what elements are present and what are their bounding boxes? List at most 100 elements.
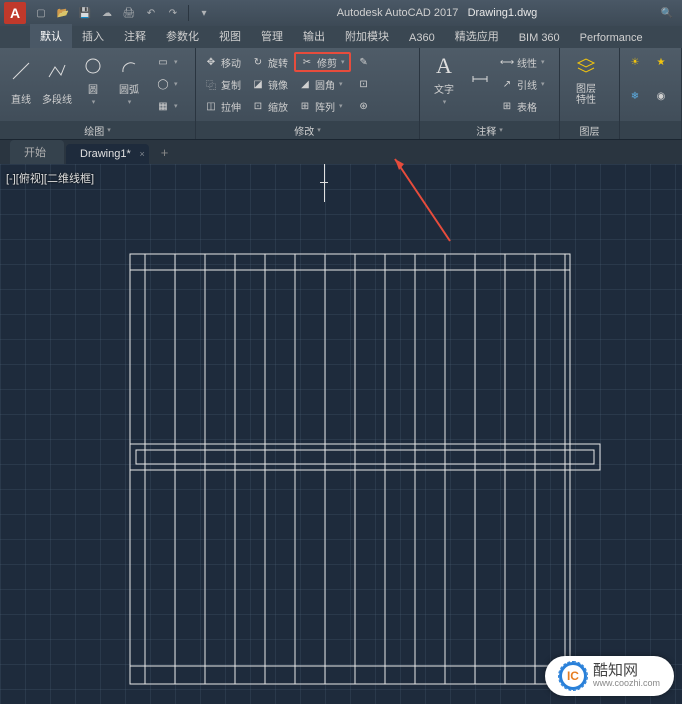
search-icon[interactable]: 🔍	[659, 5, 675, 21]
draw-misc-2[interactable]: ◯▾	[152, 74, 182, 94]
box-icon: ⊡	[357, 77, 371, 91]
qat-save-icon[interactable]: 💾	[77, 5, 93, 21]
tab-a360[interactable]: A360	[399, 28, 445, 48]
watermark-main: 酷知网	[593, 663, 660, 680]
copy-button[interactable]: ⿻复制	[200, 74, 245, 94]
panel-draw: 直线 多段线 圆▾ 圆弧▾ ▭▾ ◯▾ ▦▾ 绘图 ▾	[0, 48, 196, 139]
doc-name: Drawing1.dwg	[468, 7, 538, 19]
text-button[interactable]: A 文字▾	[424, 52, 464, 108]
fillet-icon: ◢	[298, 77, 312, 91]
extra-icon-1[interactable]: ☀	[624, 52, 646, 72]
rotate-icon: ↻	[251, 55, 265, 69]
panel-layer-title[interactable]: 图层	[560, 121, 619, 139]
scale-icon: ⊡	[251, 99, 265, 113]
fillet-button[interactable]: ◢圆角▾	[294, 74, 351, 94]
qat-redo-icon[interactable]: ↷	[165, 5, 181, 21]
tab-addins[interactable]: 附加模块	[335, 24, 399, 48]
stretch-icon: ◫	[204, 99, 218, 113]
qat-open-icon[interactable]: 📂	[55, 5, 71, 21]
title-text: Autodesk AutoCAD 2017 Drawing1.dwg	[215, 7, 659, 19]
text-icon: A	[436, 52, 452, 79]
text-label: 文字	[434, 81, 454, 96]
app-name: Autodesk AutoCAD 2017	[337, 7, 459, 19]
tab-manage[interactable]: 管理	[251, 24, 293, 48]
layer-icon	[575, 52, 597, 82]
tab-parametric[interactable]: 参数化	[156, 24, 209, 48]
modify-misc-1[interactable]: ✎	[353, 52, 375, 72]
panel-draw-title[interactable]: 绘图 ▾	[0, 121, 195, 139]
move-icon: ✥	[204, 55, 218, 69]
circle-button[interactable]: 圆▾	[76, 52, 110, 108]
qat-dropdown-icon[interactable]: ▾	[196, 5, 212, 21]
app-logo[interactable]: A	[4, 2, 26, 24]
trim-icon: ✂	[300, 55, 314, 69]
extra-icon-3[interactable]: ❄	[624, 87, 646, 107]
doc-tab-start[interactable]: 开始	[10, 140, 64, 164]
draw-misc-3[interactable]: ▦▾	[152, 96, 182, 116]
panel-annotate-title[interactable]: 注释 ▾	[420, 121, 559, 139]
arc-label: 圆弧	[119, 81, 139, 96]
panel-modify: ✥移动 ⿻复制 ◫拉伸 ↻旋转 ◪镜像 ⊡缩放 ✂修剪▾ ◢圆角▾ ⊞阵列▾ ✎…	[196, 48, 420, 139]
edit-icon: ✎	[357, 55, 371, 69]
watermark: IC 酷知网 www.coozhi.com	[545, 656, 674, 696]
move-button[interactable]: ✥移动	[200, 52, 245, 72]
polyline-icon	[47, 52, 67, 89]
ribbon-body: 直线 多段线 圆▾ 圆弧▾ ▭▾ ◯▾ ▦▾ 绘图 ▾	[0, 48, 682, 140]
copy-icon: ⿻	[204, 77, 218, 91]
ellipse-icon: ◯	[156, 77, 170, 91]
draw-misc-1[interactable]: ▭▾	[152, 52, 182, 72]
polyline-button[interactable]: 多段线	[40, 52, 74, 108]
layer-props-button[interactable]: 图层特性	[564, 52, 608, 108]
layer-label: 图层特性	[576, 84, 596, 106]
tab-output[interactable]: 输出	[293, 24, 335, 48]
tab-featured[interactable]: 精选应用	[445, 24, 509, 48]
polyline-label: 多段线	[42, 91, 72, 106]
document-tabs: 开始 Drawing1* × +	[0, 140, 682, 164]
trim-button[interactable]: ✂修剪▾	[294, 52, 351, 72]
tab-annotate[interactable]: 注释	[114, 24, 156, 48]
watermark-logo: IC	[559, 662, 587, 690]
table-button[interactable]: ⊞表格	[496, 96, 549, 116]
model-viewport[interactable]: [-][俯视][二维线框] IC 酷知网 www.coozhi.com	[0, 164, 682, 704]
dim-button[interactable]	[466, 52, 494, 108]
tab-insert[interactable]: 插入	[72, 24, 114, 48]
arc-icon	[119, 52, 139, 79]
doc-tab-add[interactable]: +	[151, 141, 179, 164]
close-icon[interactable]: ×	[139, 149, 144, 159]
panel-extra: ☀ ★ ❄ ◉	[620, 48, 682, 139]
arc-button[interactable]: 圆弧▾	[112, 52, 146, 108]
linear-icon: ⟷	[500, 55, 514, 69]
panel-layer: 图层特性 图层	[560, 48, 620, 139]
qat-print-icon[interactable]: 🖨	[121, 5, 137, 21]
tab-bim360[interactable]: BIM 360	[509, 28, 570, 48]
panel-modify-title[interactable]: 修改 ▾	[196, 121, 419, 139]
array-icon: ⊞	[298, 99, 312, 113]
linear-button[interactable]: ⟷线性▾	[496, 52, 549, 72]
mirror-button[interactable]: ◪镜像	[247, 74, 292, 94]
tab-default[interactable]: 默认	[30, 24, 72, 48]
panel-extra-title	[620, 121, 681, 139]
array-button[interactable]: ⊞阵列▾	[294, 96, 351, 116]
qat-cloud-icon[interactable]: ☁	[99, 5, 115, 21]
doc-tab-drawing1[interactable]: Drawing1* ×	[66, 144, 149, 164]
tab-view[interactable]: 视图	[209, 24, 251, 48]
qat-undo-icon[interactable]: ↶	[143, 5, 159, 21]
watermark-sub: www.coozhi.com	[593, 679, 660, 689]
scale-button[interactable]: ⊡缩放	[247, 96, 292, 116]
rect-icon: ▭	[156, 55, 170, 69]
leader-icon: ↗	[500, 77, 514, 91]
leader-button[interactable]: ↗引线▾	[496, 74, 549, 94]
explode-icon: ⊛	[357, 99, 371, 113]
qat-new-icon[interactable]: ▢	[33, 5, 49, 21]
line-button[interactable]: 直线	[4, 52, 38, 108]
modify-misc-2[interactable]: ⊡	[353, 74, 375, 94]
extra-icon-4[interactable]: ◉	[650, 87, 672, 107]
hatch-icon: ▦	[156, 99, 170, 113]
ribbon-tab-strip: 默认 插入 注释 参数化 视图 管理 输出 附加模块 A360 精选应用 BIM…	[0, 26, 682, 48]
qat-separator	[188, 5, 189, 21]
tab-performance[interactable]: Performance	[570, 28, 653, 48]
stretch-button[interactable]: ◫拉伸	[200, 96, 245, 116]
rotate-button[interactable]: ↻旋转	[247, 52, 292, 72]
extra-icon-2[interactable]: ★	[650, 52, 672, 72]
modify-misc-3[interactable]: ⊛	[353, 96, 375, 116]
